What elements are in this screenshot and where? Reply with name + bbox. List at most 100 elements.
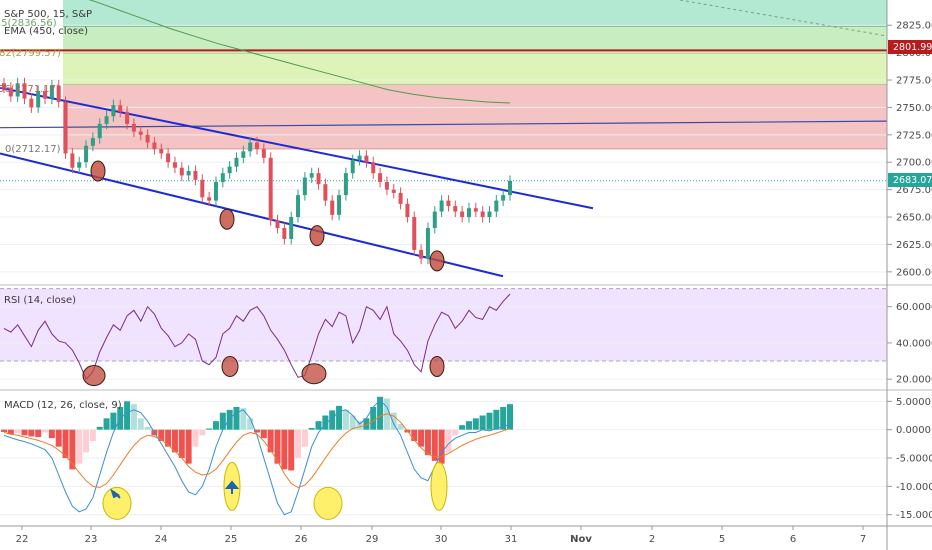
candle-body[interactable] — [29, 98, 34, 108]
candle-body[interactable] — [15, 83, 20, 97]
macd-histogram-bar[interactable] — [206, 428, 213, 430]
candle-body[interactable] — [179, 167, 184, 176]
candle-body[interactable] — [213, 181, 218, 201]
price-circle-marker[interactable] — [90, 160, 106, 182]
candle-body[interactable] — [398, 192, 403, 204]
macd-histogram-bar[interactable] — [83, 429, 90, 453]
candle-body[interactable] — [384, 181, 389, 190]
macd-histogram-bar[interactable] — [110, 412, 117, 430]
macd-histogram-bar[interactable] — [349, 415, 356, 430]
macd-histogram-bar[interactable] — [356, 421, 363, 430]
candle-body[interactable] — [97, 123, 102, 139]
candle-body[interactable] — [432, 211, 437, 228]
candle-body[interactable] — [131, 123, 136, 132]
macd-histogram-bar[interactable] — [260, 429, 267, 439]
candle-body[interactable] — [487, 211, 492, 218]
macd-histogram-bar[interactable] — [397, 424, 404, 430]
candle-body[interactable] — [118, 105, 123, 112]
macd-histogram-bar[interactable] — [472, 418, 479, 430]
macd-histogram-bar[interactable] — [274, 429, 281, 464]
candle-body[interactable] — [145, 134, 150, 143]
candle-body[interactable] — [125, 111, 130, 124]
macd-histogram-bar[interactable] — [465, 421, 472, 430]
macd-histogram-bar[interactable] — [103, 418, 110, 430]
candle-body[interactable] — [261, 149, 266, 158]
macd-highlight-ellipse[interactable] — [430, 461, 448, 511]
macd-histogram-bar[interactable] — [124, 401, 131, 430]
macd-histogram-bar[interactable] — [96, 426, 103, 430]
macd-histogram-bar[interactable] — [486, 412, 493, 430]
candle-body[interactable] — [282, 228, 287, 239]
macd-histogram-bar[interactable] — [69, 429, 76, 470]
macd-histogram-bar[interactable] — [130, 404, 137, 430]
macd-histogram-bar[interactable] — [226, 409, 233, 430]
macd-histogram-bar[interactable] — [48, 429, 55, 439]
candle-body[interactable] — [330, 200, 335, 215]
rsi-circle-marker[interactable] — [301, 363, 327, 385]
macd-histogram-bar[interactable] — [267, 429, 274, 453]
candle-body[interactable] — [391, 189, 396, 193]
macd-histogram-bar[interactable] — [363, 418, 370, 430]
candle-body[interactable] — [172, 162, 177, 168]
macd-histogram-bar[interactable] — [89, 429, 96, 441]
macd-histogram-bar[interactable] — [288, 429, 295, 471]
macd-histogram-bar[interactable] — [233, 407, 240, 430]
macd-histogram-bar[interactable] — [42, 429, 49, 433]
candle-body[interactable] — [446, 200, 451, 207]
macd-histogram-bar[interactable] — [219, 412, 226, 430]
macd-histogram-bar[interactable] — [171, 429, 178, 453]
macd-histogram-bar[interactable] — [295, 429, 302, 458]
candle-body[interactable] — [378, 173, 383, 182]
time-axis[interactable]: 22 23 24 25 26 29 30 31 Nov 2 5 6 7 — [16, 526, 867, 545]
candle-body[interactable] — [56, 85, 61, 102]
candle-body[interactable] — [371, 162, 376, 174]
macd-histogram-bar[interactable] — [493, 409, 500, 430]
candle-body[interactable] — [302, 177, 307, 196]
candle-body[interactable] — [425, 228, 430, 259]
macd-histogram-bar[interactable] — [55, 429, 62, 447]
price-circle-marker[interactable] — [309, 225, 325, 247]
macd-histogram-bar[interactable] — [459, 425, 466, 430]
macd-histogram-bar[interactable] — [281, 429, 288, 470]
candle-body[interactable] — [296, 195, 301, 218]
candle-body[interactable] — [268, 157, 273, 221]
candle-body[interactable] — [501, 195, 506, 201]
macd-histogram-bar[interactable] — [445, 429, 452, 453]
macd-histogram-bar[interactable] — [185, 429, 192, 464]
candle-body[interactable] — [241, 151, 246, 158]
candle-body[interactable] — [405, 203, 410, 218]
candle-body[interactable] — [63, 101, 68, 154]
macd-highlight-ellipse[interactable] — [313, 486, 343, 520]
candle-body[interactable] — [460, 211, 465, 218]
macd-histogram-bar[interactable] — [308, 427, 315, 430]
dashed-trend-line[interactable] — [679, 0, 888, 37]
blue-trend-line[interactable] — [0, 120, 888, 129]
rsi-label[interactable]: RSI (14, close) — [4, 295, 76, 306]
macd-highlight-ellipse[interactable] — [102, 486, 132, 520]
macd-histogram-bar[interactable] — [424, 429, 431, 456]
candle-body[interactable] — [309, 173, 314, 178]
macd-histogram-bar[interactable] — [240, 408, 247, 430]
macd-histogram-bar[interactable] — [199, 429, 206, 436]
macd-histogram-bar[interactable] — [301, 429, 308, 447]
candle-body[interactable] — [364, 155, 369, 163]
candle-body[interactable] — [419, 249, 424, 259]
macd-histogram-bar[interactable] — [192, 429, 199, 447]
macd-histogram-bar[interactable] — [254, 429, 260, 433]
macd-histogram-bar[interactable] — [418, 429, 425, 447]
rsi-circle-marker[interactable] — [429, 355, 445, 377]
candle-body[interactable] — [84, 145, 89, 163]
price-axis[interactable]: 2825.002800.002775.002750.002725.002700.… — [887, 21, 932, 279]
macd-histogram-bar[interactable] — [7, 429, 14, 435]
macd-histogram-bar[interactable] — [137, 418, 144, 430]
candle-body[interactable] — [220, 173, 225, 182]
candle-body[interactable] — [466, 208, 471, 218]
candle-body[interactable] — [275, 220, 280, 228]
candle-body[interactable] — [350, 160, 355, 174]
price-pane[interactable]: 2825.002800.002775.002750.002725.002700.… — [0, 0, 932, 278]
candle-body[interactable] — [323, 184, 328, 201]
price-circle-marker[interactable] — [219, 208, 235, 230]
macd-histogram-bar[interactable] — [1, 429, 7, 432]
candle-body[interactable] — [77, 162, 82, 168]
